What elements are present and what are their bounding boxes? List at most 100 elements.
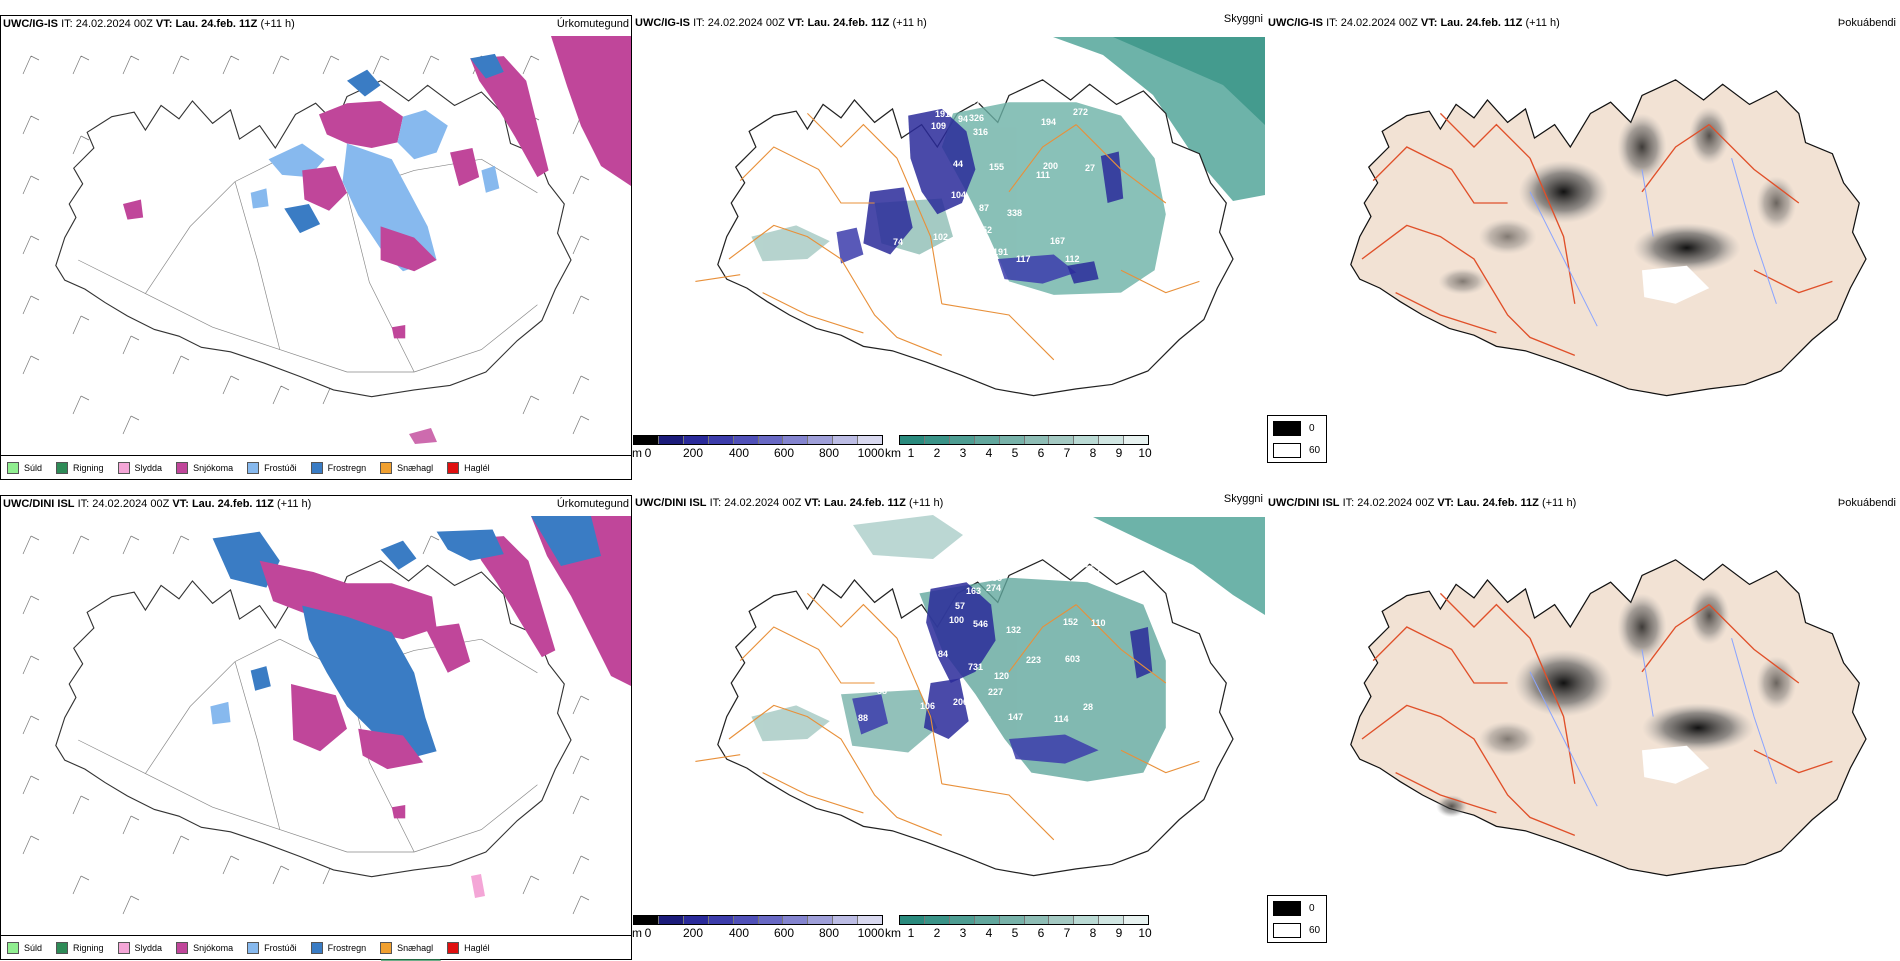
svg-text:546: 546 [973,619,988,629]
legend-item: Snjókoma [176,941,233,954]
legend-swatch [447,461,460,474]
svg-text:191: 191 [993,247,1008,257]
fog-shading [1435,586,1797,818]
colorbar-ticks: km 1 2 3 4 5 6 7 8 9 10 [885,446,1152,460]
legend-swatch [447,941,460,954]
visibility-colorbar: km 1 2 3 4 5 6 7 8 9 10 [885,435,1152,460]
colorbar-cell [708,916,734,924]
legend-swatch [380,461,393,474]
legend-swatch [7,461,19,474]
legend-swatch [1273,922,1301,938]
legend-item: Rigning [56,941,104,954]
legend-swatch [380,941,393,954]
snow-areas [123,53,549,339]
colorbar-cell [833,436,859,444]
legend-swatch [7,941,19,954]
colorbar-unit: km [885,926,901,940]
colorbar-unit: m [632,926,642,940]
cloud-base-colorbar: m 0 200 400 600 800 1000 [632,435,884,460]
road-network [78,638,538,853]
svg-text:731: 731 [968,662,983,672]
snow-areas [210,529,556,819]
panel-title: UWC/DINI ISL IT: 24.02.2024 00Z VT: Lau.… [635,497,944,509]
svg-text:117: 117 [1016,254,1031,264]
svg-text:69: 69 [871,257,881,267]
legend-item: Haglél [447,461,490,474]
panel-name: Úrkomutegund [556,498,629,510]
legend-item: Snjókoma [176,461,233,474]
legend-swatch [310,941,323,954]
legend-item: Slydda [117,941,162,954]
colorbar-cell [1024,436,1050,444]
svg-text:57: 57 [955,601,965,611]
svg-text:297: 297 [966,96,981,106]
legend-swatch [117,461,130,474]
precip-map [22,36,631,444]
svg-text:227: 227 [988,687,1003,697]
svg-text:163: 163 [966,586,981,596]
colorbar-cell [683,436,709,444]
fog-panel-bottom: UWC/DINI ISL IT: 24.02.2024 00Z VT: Lau.… [1266,495,1898,960]
fog-roads [1361,592,1833,836]
colorbar-cell [808,436,834,444]
colorbar-cell [733,436,759,444]
roads [695,113,1200,361]
colorbar-cell [1049,916,1075,924]
colorbar-cell [1099,436,1125,444]
legend-swatch [310,461,323,474]
svg-text:114: 114 [1054,714,1069,724]
svg-text:132: 132 [1006,625,1021,635]
svg-text:191: 191 [935,109,950,119]
svg-text:109: 109 [931,121,946,131]
colorbar-cell [1024,916,1050,924]
colorbar-cells [899,915,1149,925]
svg-text:338: 338 [1007,208,1022,218]
colorbar-unit: km [885,446,901,460]
colorbar-cell [658,916,684,924]
colorbar-unit: m [632,446,642,460]
legend-swatch [247,461,260,474]
svg-text:84: 84 [938,649,948,659]
precip-type-panel-top: UWC/IG-IS IT: 24.02.2024 00Z VT: Lau. 24… [0,15,632,480]
panel-name: Úrkomutegund [556,18,629,30]
legend-swatch [176,461,189,474]
colorbar-cell [974,436,1000,444]
svg-text:194: 194 [1041,117,1056,127]
colorbar-cell [900,436,925,444]
colorbar-cell [924,916,950,924]
colorbar-cell [974,916,1000,924]
legend-swatch [56,461,69,474]
fog-legend-item: 0 [1268,418,1326,438]
legend-swatch [1273,442,1301,458]
road-network [78,158,538,373]
svg-text:167: 167 [1050,236,1065,246]
svg-text:114: 114 [921,570,936,580]
panel-title: UWC/IG-IS IT: 24.02.2024 00Z VT: Lau. 24… [1268,17,1560,29]
svg-text:206: 206 [953,697,968,707]
fog-map [1350,559,1867,877]
legend-item: Snæhagl [380,941,433,954]
svg-text:143: 143 [994,559,1009,569]
colorbar-cell [708,436,734,444]
svg-text:100: 100 [949,615,964,625]
svg-text:94: 94 [958,114,968,124]
fog-rivers [1529,638,1777,807]
svg-text:106: 106 [967,248,982,258]
colorbar-cell [808,916,834,924]
visibility-colorbar: km 1 2 3 4 5 6 7 8 9 10 [885,915,1152,940]
svg-text:200: 200 [1043,161,1058,171]
colorbar-cells [899,435,1149,445]
colorbar-cell [833,916,859,924]
cloud-base-low [852,582,1153,764]
svg-text:111: 111 [1036,170,1050,180]
panel-name: Þokuábendi [1837,17,1896,29]
svg-text:885: 885 [987,573,1002,583]
svg-text:84: 84 [831,221,841,231]
colorbar-cell [733,916,759,924]
svg-text:316: 316 [973,127,988,137]
colorbar-cell [1074,436,1100,444]
colorbar-cell [949,436,975,444]
colorbar-cell [758,916,784,924]
colorbar-ticks: km 1 2 3 4 5 6 7 8 9 10 [885,926,1152,940]
